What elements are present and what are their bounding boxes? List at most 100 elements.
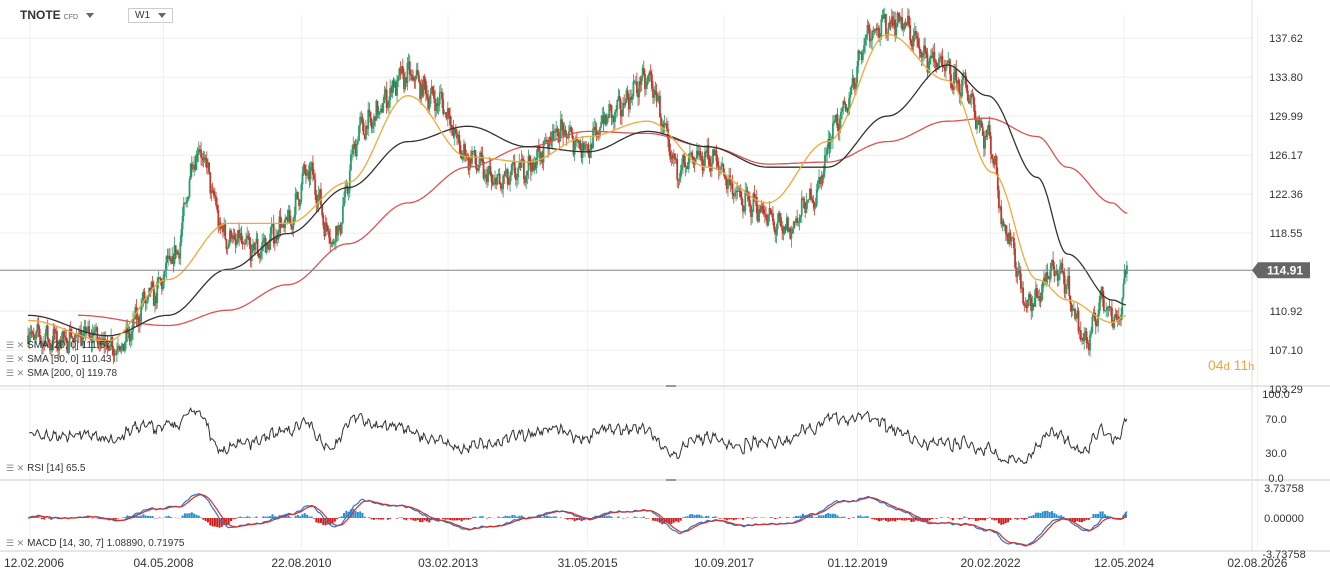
macd-histogram-bar [460,518,463,522]
macd-histogram-bar [144,515,147,518]
candle-body [803,198,805,209]
candle-body [98,339,101,345]
candle-body [468,158,471,171]
candle-body [843,101,846,104]
candle-body [991,154,993,159]
candle-body [986,128,989,137]
candle-body [242,243,245,245]
candle-body [192,168,194,170]
macd-histogram-bar [255,516,258,518]
candle-body [247,235,250,239]
legend-sma20[interactable]: ☰ ✕ SMA [20, 0] 111.57 [6,340,111,351]
candle-body [838,118,841,133]
macd-histogram-bar [423,518,426,521]
macd-histogram-bar [363,516,366,518]
timeframe-selector[interactable]: W1 [128,8,173,23]
candle-body [308,171,311,180]
candle-body [486,174,488,182]
macd-histogram-bar [246,516,249,518]
candle-body [722,163,725,173]
candle-body [1019,273,1022,289]
candle-body [230,230,232,239]
candle-body [1075,315,1078,319]
macd-histogram-bar [1080,518,1083,523]
candle-body [977,119,980,123]
chevron-down-icon [158,12,166,18]
y-tick-label: 107.10 [1269,345,1303,357]
candle-body [633,81,636,83]
candle-body [714,150,717,156]
candle-body [1040,292,1043,302]
candle-body [963,72,966,74]
legend-macd[interactable]: ☰ ✕ MACD [14, 30, 7] 1.08890, 0.71975 [6,538,184,549]
legend-sma50[interactable]: ☰ ✕ SMA [50, 0] 110.43 [6,354,111,365]
candle-body [985,135,988,137]
symbol-name: TNOTE [20,8,61,22]
candle-body [180,229,183,243]
macd-histogram-bar [170,516,173,518]
y-tick-label: 110.92 [1270,306,1303,318]
macd-histogram-bar [771,517,774,518]
candle-body [100,338,103,347]
legend-rsi[interactable]: ☰ ✕ RSI [14] 65.5 [6,463,86,474]
menu-icon[interactable]: ☰ ✕ [6,368,25,378]
x-tick-label: 20.02.2022 [960,556,1020,570]
macd-histogram-bar [197,515,200,518]
candle-body [1004,224,1007,234]
candle-body [246,235,249,240]
macd-histogram-bar [751,518,754,519]
symbol-selector[interactable]: TNOTE CFD [20,8,95,22]
candle-body [488,165,491,169]
menu-icon[interactable]: ☰ ✕ [6,463,25,473]
candle-body [80,329,83,346]
candle-body [1063,275,1066,294]
candle-body [250,247,253,261]
macd-histogram-bar [741,518,744,520]
candle-body [198,149,201,151]
candle-body [692,156,695,161]
macd-histogram-bar [652,518,655,521]
candle-body [518,161,521,169]
macd-histogram-bar [356,511,359,518]
candle-body [496,174,499,185]
macd-histogram-bar [481,515,484,518]
legend-sma200[interactable]: ☰ ✕ SMA [200, 0] 119.78 [6,368,117,379]
candle-body [988,125,991,136]
macd-histogram-bar [967,518,970,520]
candle-body [740,196,743,206]
menu-icon[interactable]: ☰ ✕ [6,340,25,350]
candle-body [181,215,184,230]
candle-body [439,91,442,93]
candle-body [285,217,288,219]
candle-body [584,144,586,150]
candle-body [398,68,401,77]
candle-body [376,100,379,115]
countdown-hours: 11 [1233,357,1249,373]
candle-body [865,35,868,39]
candle-body [235,242,238,246]
candle-body [546,140,548,143]
candle-body [480,152,483,155]
candle-body [631,96,634,100]
candle-body [57,348,59,351]
macd-histogram-bar [928,518,931,521]
candle-body [655,91,658,102]
candle-body [397,76,400,82]
candle-body [344,186,347,198]
candle-body [1042,277,1045,282]
menu-icon[interactable]: ☰ ✕ [6,538,25,548]
candle-body [1053,266,1056,277]
candle-body [77,334,80,337]
candle-body [506,169,509,185]
candle-body [449,115,451,125]
candle-body [140,304,142,322]
candle-body [189,163,192,180]
menu-icon[interactable]: ☰ ✕ [6,354,25,364]
candle-body [647,75,650,82]
macd-histogram-bar [1074,518,1077,523]
candle-body [1014,248,1016,268]
candle-body [345,185,348,187]
candle-body [299,201,302,206]
candle-body [526,170,529,176]
